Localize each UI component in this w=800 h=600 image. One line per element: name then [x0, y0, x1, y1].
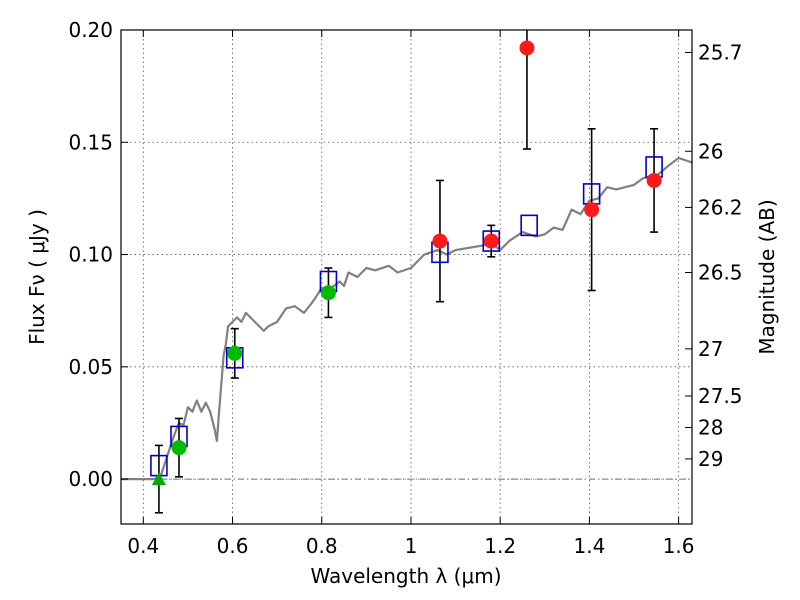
y-tick-label: 0.10 — [68, 243, 113, 267]
tick-labels: 0.4 0.6 0.8 1 1.2 1.4 1.6 0.00 0.05 0.10 0.15 0.20 2… — [68, 18, 742, 558]
nir-flux-point — [483, 233, 499, 249]
sed-model — [121, 156, 693, 481]
nir-flux-point — [584, 202, 600, 218]
x-tick-label: 1.2 — [484, 534, 516, 558]
right-tick-label: 26.5 — [698, 261, 743, 285]
y-tick-label: 0.05 — [68, 355, 113, 379]
error-bars — [154, 30, 659, 514]
x-tick-label: 0.4 — [127, 534, 159, 558]
nir-flux-point — [432, 233, 448, 249]
ticks — [121, 29, 692, 524]
non-detection-triangle — [151, 472, 166, 486]
right-tick-label: 28 — [698, 415, 723, 439]
right-tick-label: 29 — [698, 447, 723, 471]
observed-points — [151, 40, 662, 486]
x-tick-label: 1 — [405, 534, 418, 558]
plot-frame — [120, 29, 693, 525]
y-tick-label: 0.15 — [68, 130, 113, 154]
right-tick-label: 25.7 — [698, 40, 743, 64]
right-tick-label: 27 — [698, 337, 723, 361]
x-tick-label: 0.6 — [217, 534, 249, 558]
optical-flux-point — [320, 285, 336, 301]
right-tick-label: 27.5 — [698, 384, 743, 408]
y-axis-label: Flux Fν ( μJy ) — [25, 209, 49, 345]
optical-flux-point — [227, 345, 243, 361]
model-flux-square — [520, 214, 538, 237]
x-tick-label: 1.6 — [663, 534, 695, 558]
right-tick-label: 26 — [698, 139, 723, 163]
x-tick-label: 1.4 — [573, 534, 605, 558]
x-tick-label: 0.8 — [306, 534, 338, 558]
right-tick-label: 26.2 — [698, 195, 743, 219]
y-tick-label: 0.20 — [68, 18, 113, 42]
grid — [121, 29, 692, 524]
x-axis-label: Wavelength λ (μm) — [310, 564, 501, 588]
nir-flux-point — [519, 40, 535, 56]
optical-flux-point — [171, 440, 187, 456]
right-axis-label: Magnitude (AB) — [755, 199, 779, 354]
nir-flux-point — [646, 172, 662, 188]
y-tick-label: 0.00 — [68, 467, 113, 491]
model-flux-square — [482, 230, 501, 252]
sed-model-line — [121, 156, 693, 481]
